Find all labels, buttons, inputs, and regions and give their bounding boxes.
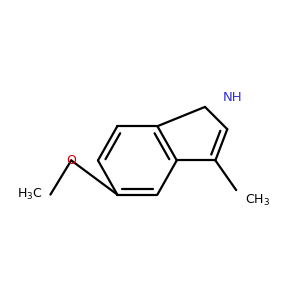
Text: O: O	[66, 154, 76, 167]
Text: NH: NH	[223, 91, 242, 104]
Text: CH$_3$: CH$_3$	[245, 193, 270, 208]
Text: H$_3$C: H$_3$C	[17, 187, 42, 202]
